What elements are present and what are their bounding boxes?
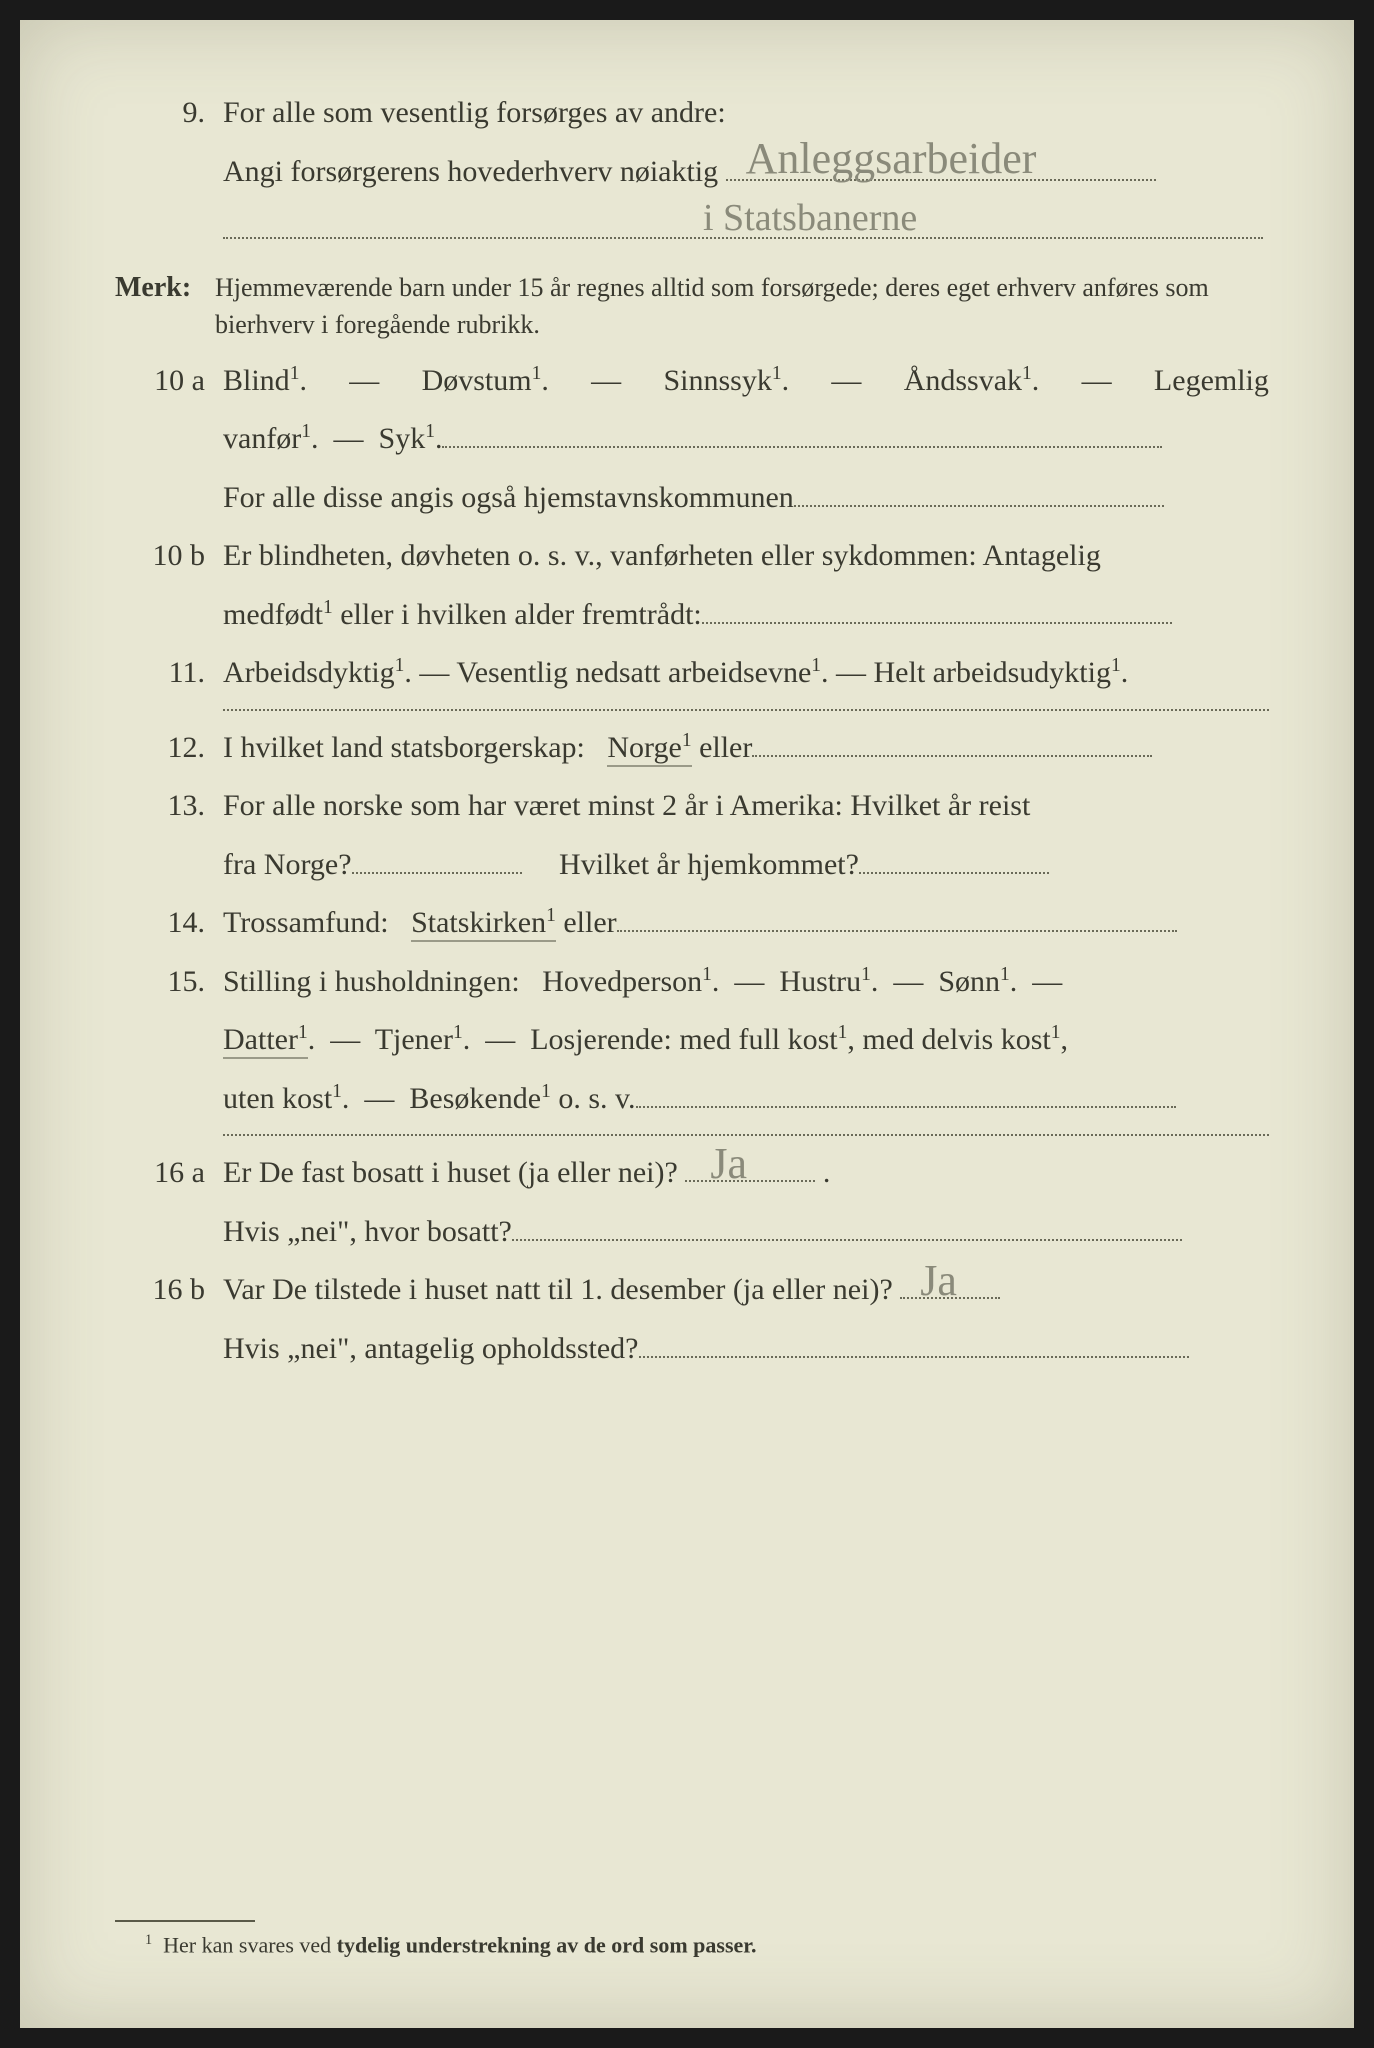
q15-besok: Besøkende — [409, 1082, 541, 1115]
q16a-ans-line: Ja — [685, 1150, 815, 1182]
q15-num: 15. — [115, 959, 223, 1006]
q15-uten: uten kost — [223, 1082, 332, 1115]
q10a-syk: Syk — [379, 422, 426, 455]
q16b-sub-line — [639, 1326, 1189, 1358]
footnote-sup: 1 — [145, 1932, 152, 1948]
q12-num: 12. — [115, 725, 223, 772]
q16b-row2: Hvis „nei", antagelig opholdssted? — [115, 1326, 1269, 1373]
q15-osv: o. s. v. — [551, 1082, 636, 1115]
q15-row3: uten kost1. — Besøkende1 o. s. v. — [115, 1076, 1269, 1123]
q10a-dovstum: Døvstum — [422, 364, 532, 397]
q16b-ans: Ja — [920, 1247, 957, 1315]
q16a-row1: 16 a Er De fast bosatt i huset (ja eller… — [115, 1150, 1269, 1197]
q10a-andssvak: Åndssvak — [904, 364, 1022, 397]
q10a-hjemstavn: For alle disse angis også hjemstavnskomm… — [223, 481, 794, 514]
q15-tjener: Tjener — [375, 1023, 453, 1056]
q10a-blind: Blind — [223, 364, 290, 397]
q15-hovedperson: Hovedperson — [542, 965, 702, 998]
q16b-row1: 16 b Var De tilstede i huset natt til 1.… — [115, 1267, 1269, 1314]
merk-text: Hjemmeværende barn under 15 år regnes al… — [215, 269, 1269, 344]
q9-row3: i Statsbanerne — [115, 207, 1269, 254]
q10a-syk-line — [442, 416, 1162, 448]
q10a-row1: 10 a Blind1. — Døvstum1. — Sinnssyk1. — … — [115, 358, 1269, 405]
q10a-row2: vanfør1. — Syk1. — [115, 416, 1269, 463]
q12-label: I hvilket land statsborgerskap: — [223, 731, 585, 764]
q16b-sub: Hvis „nei", antagelig opholdssted? — [223, 1332, 639, 1365]
footnote-block: 1 Her kan svares ved tydelig understrekn… — [115, 1860, 1269, 1958]
q15-sonn: Sønn — [938, 965, 1000, 998]
q15-row1: 15. Stilling i husholdningen: Hovedperso… — [115, 959, 1269, 1006]
q11-num: 11. — [115, 650, 223, 697]
q15-line — [636, 1076, 1176, 1108]
q16a-sub-line — [512, 1209, 1182, 1241]
merk-label: Merk: — [115, 266, 215, 309]
q15-delvis: , med delvis kost — [847, 1023, 1050, 1056]
q13-line-b — [859, 842, 1049, 874]
q13-line-a — [352, 842, 522, 874]
q14-num: 14. — [115, 900, 223, 947]
q10a-num: 10 a — [115, 358, 223, 405]
q13-row1: 13. For alle norske som har været minst … — [115, 783, 1269, 830]
q9-row2: Angi forsørgerens hovederhverv nøiaktig … — [115, 149, 1269, 196]
q10b-row2: medfødt1 eller i hvilken alder fremtrådt… — [115, 592, 1269, 639]
footnote-pre: Her kan svares ved — [163, 1932, 337, 1957]
q16a-q: Er De fast bosatt i huset (ja eller nei)… — [223, 1156, 678, 1189]
q14-line — [617, 900, 1177, 932]
q9-answer2-line: i Statsbanerne — [223, 207, 1263, 239]
q10a-row3: For alle disse angis også hjemstavnskomm… — [115, 475, 1269, 522]
q10b-line1: Er blindheten, døvheten o. s. v., vanfør… — [223, 533, 1269, 580]
q13-row2: fra Norge? Hvilket år hjemkommet? — [115, 842, 1269, 889]
q16a-ans: Ja — [710, 1130, 747, 1198]
q10b-row1: 10 b Er blindheten, døvheten o. s. v., v… — [115, 533, 1269, 580]
q10a-vanfor: vanfør — [223, 422, 301, 455]
q13-line1: For alle norske som har været minst 2 år… — [223, 783, 1269, 830]
q9-answer2: i Statsbanerne — [703, 189, 917, 248]
q10a-sinnssyk: Sinnssyk — [663, 364, 771, 397]
q10b-medfodt: medfødt — [223, 598, 323, 631]
q14-row: 14. Trossamfund: Statskirken1 eller — [115, 900, 1269, 947]
q11-a: Arbeidsdyktig — [223, 656, 395, 689]
q9-row1: 9. For alle som vesentlig forsørges av a… — [115, 90, 1269, 137]
q15-label: Stilling i husholdningen: — [223, 965, 520, 998]
census-form-page: 9. For alle som vesentlig forsørges av a… — [20, 20, 1354, 2028]
q13-hjem: Hvilket år hjemkommet? — [559, 848, 859, 881]
q12-line — [752, 725, 1152, 757]
q10a-legemlig: Legemlig — [1154, 358, 1269, 405]
q16b-ans-line: Ja — [900, 1267, 1000, 1299]
q11-row: 11. Arbeidsdyktig1. — Vesentlig nedsatt … — [115, 650, 1269, 697]
q15-datter: Datter1 — [223, 1023, 308, 1059]
footnote-text: 1 Her kan svares ved tydelig understrekn… — [145, 1932, 1269, 1958]
q13-fra: fra Norge? — [223, 848, 352, 881]
q15-hustru: Hustru — [779, 965, 861, 998]
q9-line2-label: Angi forsørgerens hovederhverv nøiaktig — [223, 155, 718, 188]
q11-b: Vesentlig nedsatt arbeidsevne — [456, 656, 811, 689]
q15-row2: Datter1. — Tjener1. — Losjerende: med fu… — [115, 1017, 1269, 1064]
q16b-num: 16 b — [115, 1267, 223, 1314]
q11-underline — [223, 709, 1269, 711]
footnote-bold: tydelig understrekning av de ord som pas… — [337, 1932, 757, 1957]
q10b-num: 10 b — [115, 533, 223, 580]
q16a-row2: Hvis „nei", hvor bosatt? — [115, 1209, 1269, 1256]
q14-statskirken: Statskirken1 — [411, 906, 556, 942]
q16a-num: 16 a — [115, 1150, 223, 1197]
q10b-line — [702, 592, 1172, 624]
q11-c: Helt arbeidsudyktig — [874, 656, 1111, 689]
q16a-sub: Hvis „nei", hvor bosatt? — [223, 1215, 512, 1248]
q9-answer1-line: Anleggsarbeider — [726, 149, 1156, 181]
q16b-q: Var De tilstede i huset natt til 1. dese… — [223, 1273, 893, 1306]
q12-norge: Norge1 — [607, 731, 691, 767]
q10a-hjem-line — [794, 475, 1164, 507]
q14-or: eller — [556, 906, 617, 939]
q14-label: Trossamfund: — [223, 906, 389, 939]
q9-answer1: Anleggsarbeider — [746, 125, 1037, 193]
q9-num: 9. — [115, 90, 223, 137]
merk-row: Merk: Hjemmeværende barn under 15 år reg… — [115, 266, 1269, 344]
q13-num: 13. — [115, 783, 223, 830]
q15-losj: Losjerende: med full kost — [530, 1023, 837, 1056]
q10b-alder: eller i hvilken alder fremtrådt: — [333, 598, 702, 631]
q12-or: eller — [692, 731, 753, 764]
footnote-rule — [115, 1920, 255, 1922]
q12-row: 12. I hvilket land statsborgerskap: Norg… — [115, 725, 1269, 772]
